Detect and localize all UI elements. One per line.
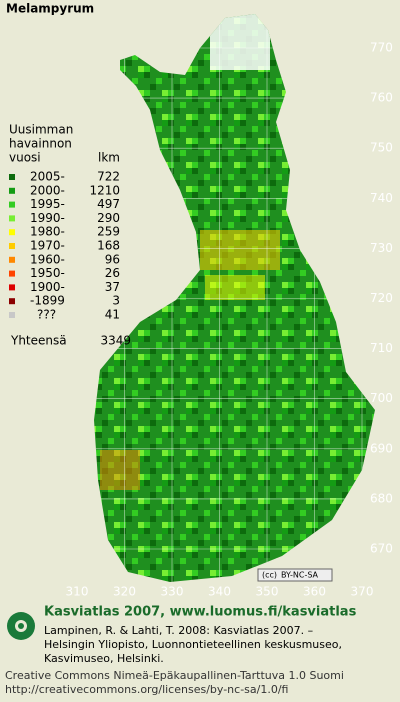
- legend-label: 2005-: [30, 170, 65, 184]
- logo: [7, 612, 35, 640]
- legend-swatch: [9, 298, 15, 305]
- citation-line: Helsingin Yliopisto, Luonnontieteellinen…: [44, 638, 342, 651]
- legend-swatch: [9, 312, 15, 318]
- legend-label: 1950-: [30, 266, 65, 280]
- y-tick-label: 690: [370, 441, 393, 455]
- legend-swatch: [9, 215, 15, 222]
- y-tick-label: 740: [370, 191, 393, 205]
- legend-label: 1995-: [30, 197, 65, 211]
- cc-symbol: (cc): [262, 571, 277, 580]
- legend-count: 722: [97, 170, 120, 184]
- legend-swatch: [9, 270, 15, 277]
- legend-count: 497: [97, 197, 120, 211]
- legend-header: vuosi: [9, 151, 41, 165]
- license-line: http://creativecommons.org/licenses/by-n…: [5, 683, 288, 696]
- y-tick-label: 680: [370, 491, 393, 505]
- x-tick-label: 360: [303, 585, 326, 599]
- legend-label: 1970-: [30, 239, 65, 253]
- legend-label: 2000-: [30, 183, 65, 197]
- title: Melampyrum: [6, 2, 94, 16]
- legend-count: 259: [97, 225, 120, 239]
- legend-swatch: [9, 187, 15, 194]
- legend-label: 1960-: [30, 252, 65, 266]
- legend-count: 1210: [89, 183, 120, 197]
- y-tick-label: 760: [370, 91, 393, 105]
- legend-count: 168: [97, 239, 120, 253]
- legend-header: havainnon: [9, 137, 72, 151]
- legend-count: 37: [105, 280, 120, 294]
- y-tick-label: 700: [370, 391, 393, 405]
- badge-text: BY-NC-SA: [281, 571, 319, 580]
- legend-swatch: [9, 256, 15, 263]
- legend-label: -1899: [30, 294, 65, 308]
- x-tick-label: 310: [66, 585, 89, 599]
- x-tick-label: 340: [208, 585, 231, 599]
- legend-count: 290: [97, 211, 120, 225]
- legend-label: ???: [37, 308, 56, 322]
- legend-swatch: [9, 201, 15, 208]
- cc-badge: (cc) BY-NC-SA: [257, 568, 333, 582]
- citation-line: Lampinen, R. & Lahti, T. 2008: Kasviatla…: [44, 624, 313, 637]
- legend-count: 96: [105, 252, 120, 266]
- legend-label: 1980-: [30, 225, 65, 239]
- x-tick-label: 330: [161, 585, 184, 599]
- total-count: 3349: [100, 334, 131, 348]
- y-tick-label: 730: [370, 241, 393, 255]
- x-tick-label: 320: [113, 585, 136, 599]
- legend-count: 26: [105, 266, 120, 280]
- y-tick-label: 750: [370, 141, 393, 155]
- total-label: Yhteensä: [10, 334, 67, 348]
- legend-count: 3: [112, 294, 120, 308]
- y-tick-label: 710: [370, 341, 393, 355]
- y-tick-label: 670: [370, 542, 393, 556]
- footer-heading: Kasviatlas 2007, www.luomus.fi/kasviatla…: [44, 605, 357, 620]
- legend-label: 1900-: [30, 280, 65, 294]
- legend-count-header: lkm: [98, 151, 120, 165]
- y-tick-label: 770: [370, 41, 393, 55]
- y-tick-label: 720: [370, 291, 393, 305]
- legend-count: 41: [105, 308, 120, 322]
- x-tick-label: 370: [351, 585, 374, 599]
- legend-swatch: [9, 284, 15, 291]
- legend-swatch: [9, 174, 15, 180]
- x-tick-label: 350: [256, 585, 279, 599]
- legend-swatch: [9, 243, 15, 249]
- legend-swatch: [9, 229, 15, 236]
- legend-label: 1990-: [30, 211, 65, 225]
- citation-line: Kasvimuseo, Helsinki.: [44, 652, 164, 665]
- license-line: Creative Commons Nimeä-Epäkaupallinen-Ta…: [5, 669, 344, 682]
- legend-header: Uusimman: [9, 123, 73, 137]
